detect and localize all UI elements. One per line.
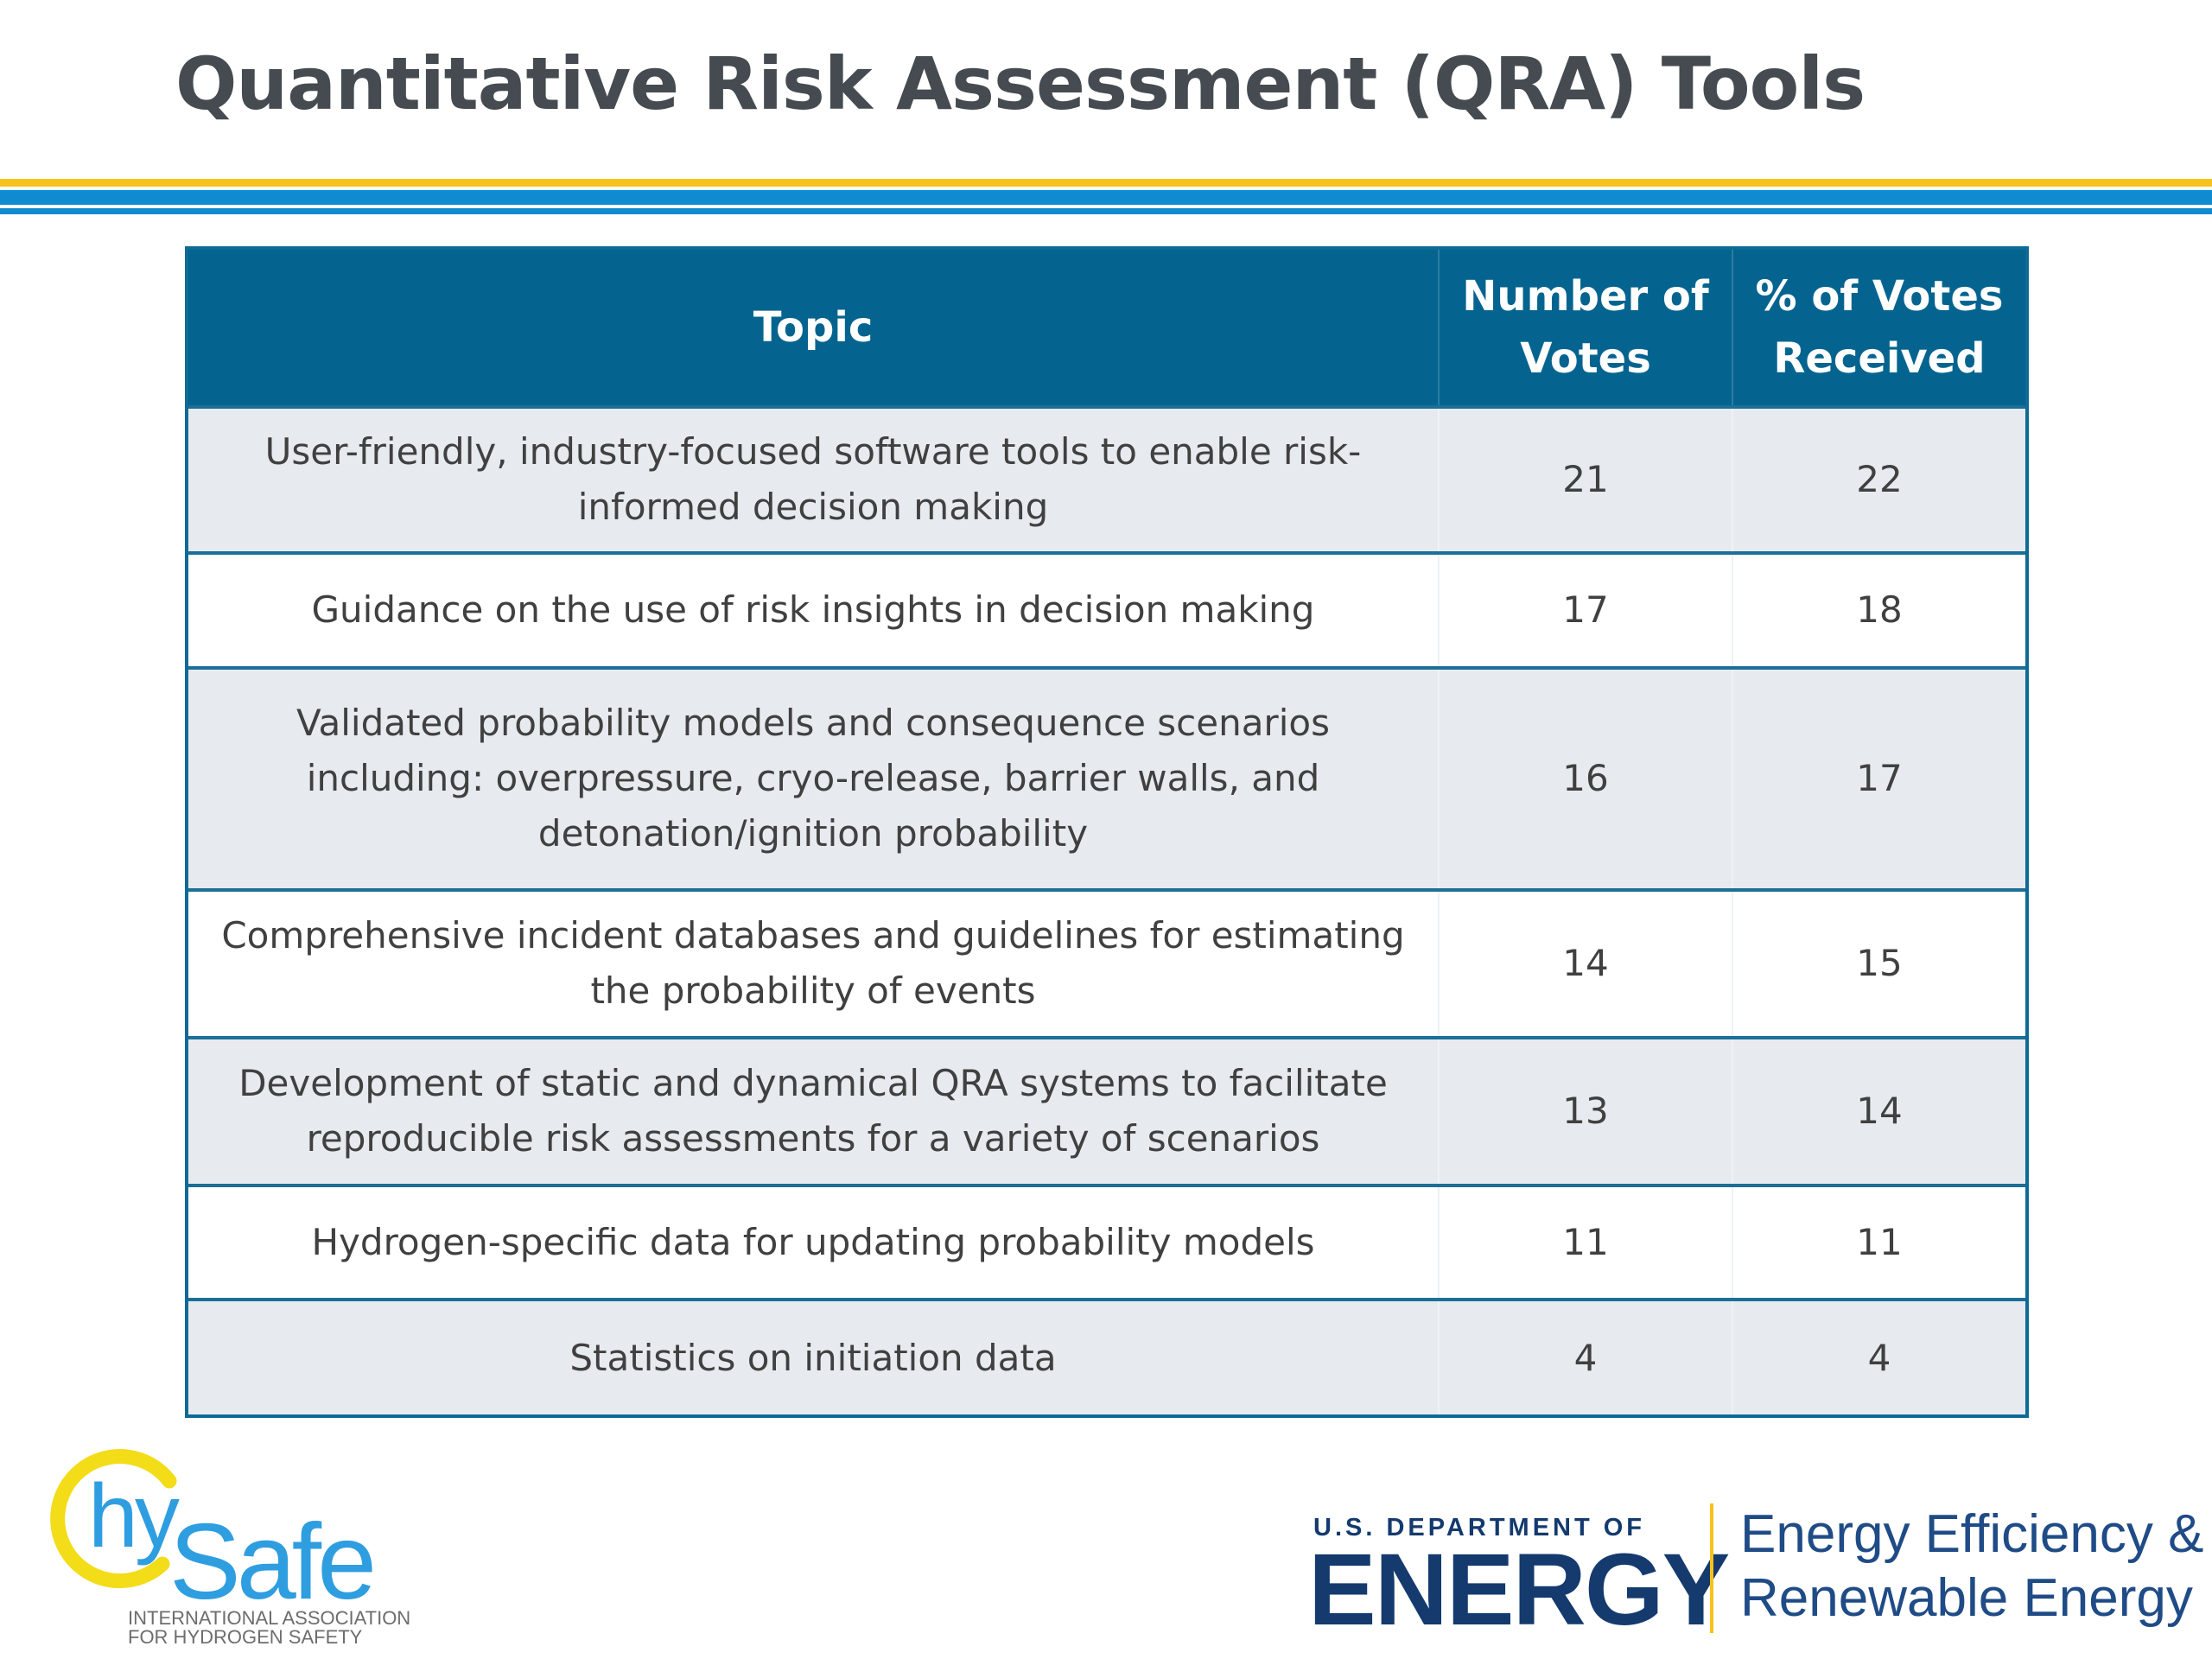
table-row: Guidance on the use of risk insights in … (188, 550, 2025, 668)
cell-topic: Guidance on the use of risk insights in … (188, 550, 1439, 668)
table-row: Hydrogen-specific data for updating prob… (188, 1183, 2025, 1300)
cell-votes: 4 (1438, 1298, 1732, 1414)
table-row: Validated probability models and consequ… (188, 665, 2025, 890)
cell-percent: 4 (1732, 1298, 2025, 1414)
slide-title: Quantitative Risk Assessment (QRA) Tools (175, 41, 1866, 126)
table-body: User-friendly, industry-focused software… (188, 405, 2025, 1414)
cell-percent: 17 (1732, 665, 2025, 890)
cell-percent: 11 (1732, 1183, 2025, 1300)
table-header-row: Topic Number of Votes % of Votes Receive… (188, 250, 2025, 407)
cell-topic: Statistics on initiation data (188, 1298, 1439, 1414)
cell-topic: User-friendly, industry-focused software… (188, 405, 1439, 553)
title-stripe-yellow (0, 179, 2212, 187)
eere-line-1: Energy Efficiency & (1740, 1504, 2204, 1564)
logo-divider (1710, 1503, 1713, 1633)
header-topic: Topic (188, 250, 1439, 407)
title-stripe-blue-thin (0, 208, 2212, 214)
table-row: Statistics on initiation data 4 4 (188, 1298, 2025, 1414)
doe-subtitle: U.S. DEPARTMENT OF (1313, 1514, 1646, 1541)
hysafe-logo: hy Safe INTERNATIONAL ASSOCIATION FOR HY… (33, 1445, 413, 1652)
hysafe-wordmark-safe: Safe (169, 1503, 372, 1600)
cell-percent: 15 (1732, 887, 2025, 1038)
doe-wordmark: ENERGY (1308, 1533, 1730, 1647)
cell-votes: 17 (1438, 550, 1732, 668)
cell-topic: Comprehensive incident databases and gui… (188, 887, 1439, 1038)
cell-percent: 18 (1732, 550, 2025, 668)
doe-eere-logo: U.S. DEPARTMENT OF ENERGY Energy Efficie… (1308, 1503, 2203, 1647)
hysafe-logo-mark: hy Safe (50, 1449, 377, 1622)
hysafe-subtitle: INTERNATIONAL ASSOCIATION FOR HYDROGEN S… (128, 1609, 410, 1647)
header-percent-of-votes: % of Votes Received (1732, 250, 2025, 407)
hysafe-wordmark-hy: hy (88, 1466, 180, 1567)
cell-votes: 21 (1438, 405, 1732, 553)
table-row: Comprehensive incident databases and gui… (188, 887, 2025, 1038)
cell-percent: 22 (1732, 405, 2025, 553)
cell-votes: 13 (1438, 1035, 1732, 1185)
qra-topics-table: Topic Number of Votes % of Votes Receive… (185, 246, 2029, 1418)
cell-votes: 11 (1438, 1183, 1732, 1300)
title-stripe-blue (0, 190, 2212, 205)
cell-votes: 16 (1438, 665, 1732, 890)
eere-line-2: Renewable Energy (1740, 1568, 2193, 1628)
hysafe-subtitle-line-2: FOR HYDROGEN SAFETY (128, 1626, 363, 1648)
hysafe-subtitle-line-1: INTERNATIONAL ASSOCIATION (128, 1607, 411, 1629)
cell-topic: Hydrogen-specific data for updating prob… (188, 1183, 1439, 1300)
cell-votes: 14 (1438, 887, 1732, 1038)
header-number-of-votes: Number of Votes (1438, 250, 1732, 407)
cell-topic: Validated probability models and consequ… (188, 665, 1439, 890)
crescent-icon (50, 1449, 177, 1589)
table-row: Development of static and dynamical QRA … (188, 1035, 2025, 1185)
cell-topic: Development of static and dynamical QRA … (188, 1035, 1439, 1185)
cell-percent: 14 (1732, 1035, 2025, 1185)
votes-table: Topic Number of Votes % of Votes Receive… (188, 250, 2025, 1414)
table-row: User-friendly, industry-focused software… (188, 405, 2025, 553)
